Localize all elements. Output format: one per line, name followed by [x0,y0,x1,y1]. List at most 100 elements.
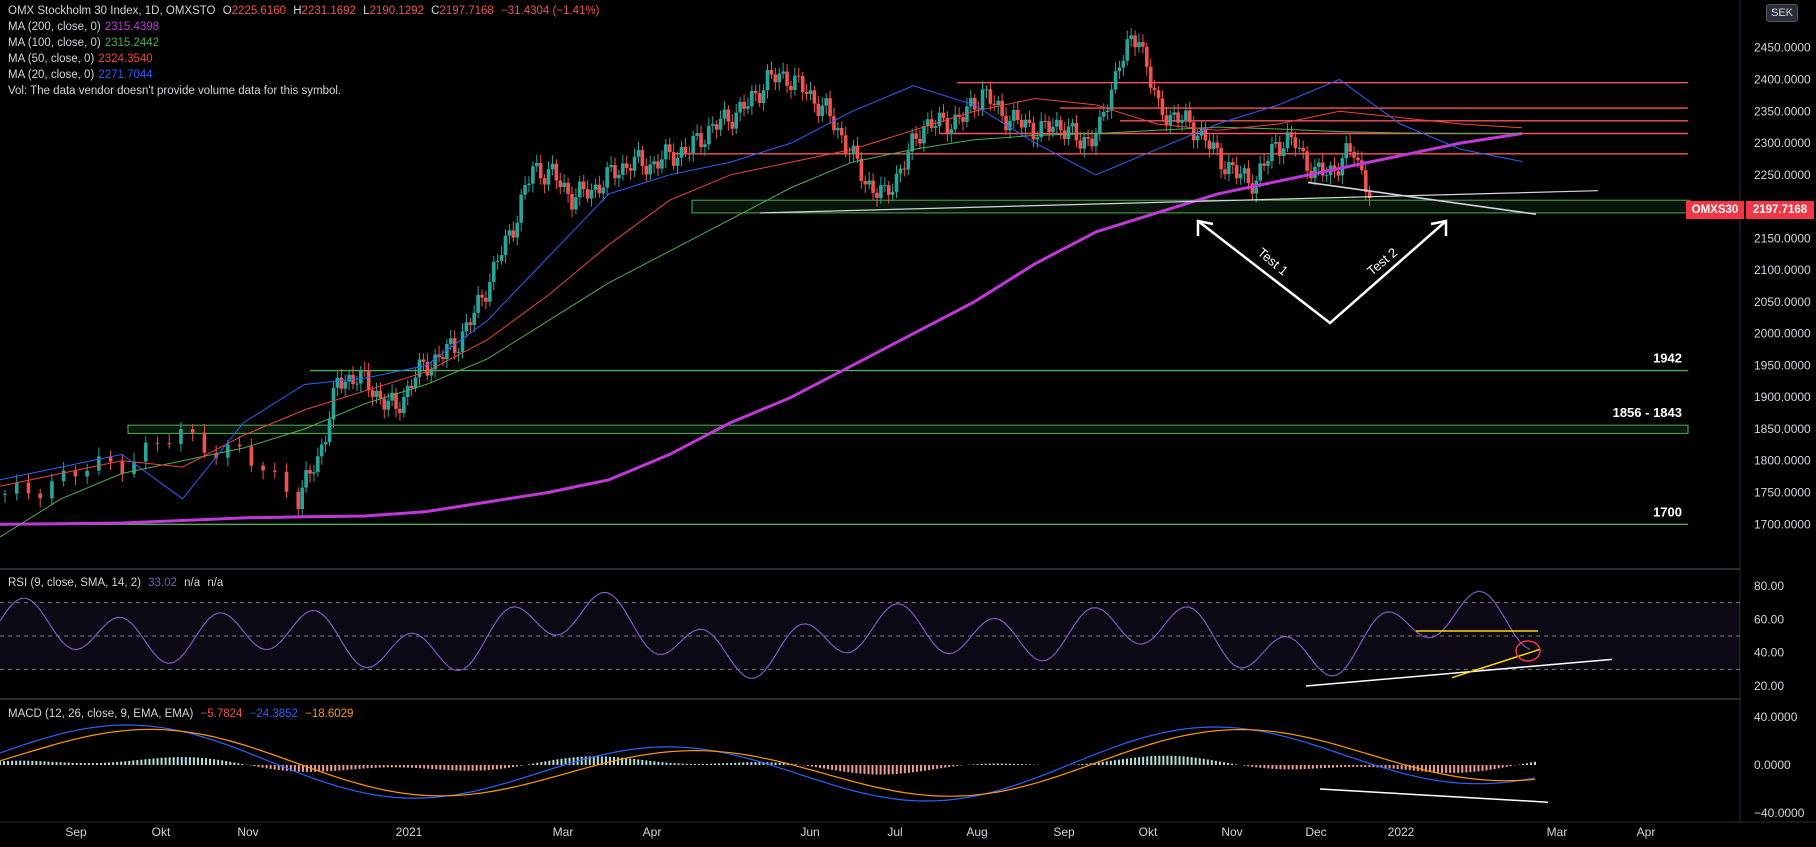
candle-body [640,150,645,166]
candle-body [718,118,723,130]
macd-legend: MACD (12, 26, close, 9, EMA, EMA) −5.782… [8,706,353,722]
macd-tick-label: −40.0000 [1754,806,1805,820]
candle-body [1125,39,1130,61]
candle-body [249,446,254,466]
y-tick-label: 1700.0000 [1754,517,1811,531]
candle-body [667,144,672,153]
moving-average-line [0,126,1522,538]
candle-body [468,322,473,325]
x-tick-label: Mar [553,825,574,839]
candle-body [734,112,739,129]
candle-body [1227,162,1231,175]
candle-body [933,126,938,128]
candle-body [1160,98,1165,116]
candle-body [839,127,844,136]
candle-body [820,105,825,116]
candle-body [632,156,637,171]
rsi-line [0,590,1531,679]
candle-body [1156,90,1161,99]
candle-body [359,370,363,384]
candle-body [448,338,453,344]
candle-body [1242,168,1247,174]
candle-body [566,182,570,194]
candle-body [452,338,457,353]
candle-body [296,491,301,509]
candle-body [1094,133,1098,147]
y-tick-label: 1750.0000 [1754,486,1811,500]
candle-body [636,150,641,157]
candle-body [1168,114,1173,126]
candle-body [863,180,868,185]
macd-label: MACD (12, 26, close, 9, EMA, EMA) [8,708,194,720]
test2-label: Test 2 [1364,245,1400,279]
ma200-label: MA (200, close, 0) [8,21,101,33]
y-tick-label: 2450.0000 [1754,41,1811,55]
candle-body [507,230,512,236]
volume-note: Vol: The data vendor doesn't provide vol… [8,85,342,97]
candle-body [761,90,766,103]
x-tick-label: Jul [887,825,902,839]
candle-body [476,294,480,313]
rsi-na-2: n/a [207,577,224,589]
candle-body [843,135,848,154]
candle-body [1270,143,1274,161]
candle-body [941,112,946,118]
candle-body [890,191,895,195]
candle-body [1008,120,1012,131]
candle-body [1203,129,1208,141]
candle-body [656,161,660,169]
candle-body [660,159,664,169]
candle-body [898,168,903,174]
candle-body [1004,115,1008,131]
candle-body [769,70,774,75]
candle-body [1199,129,1204,136]
candle-body [26,482,31,494]
candle-body [687,153,692,155]
candle-body [464,322,469,332]
candle-body [1023,119,1028,128]
currency-button[interactable]: SEK [1765,4,1798,22]
candle-body [1234,165,1239,179]
candle-body [738,101,742,113]
candle-body [378,390,383,399]
candle-body [1297,147,1302,149]
open-label: O [222,5,232,17]
candle-body [38,493,42,499]
candle-body [1211,142,1216,150]
candle-body [574,197,578,210]
candle-body [781,71,785,74]
candle-body [1090,138,1094,147]
y-tick-label: 2150.0000 [1754,231,1811,245]
candle-body [534,163,539,167]
candle-body [644,165,649,175]
candle-body [671,152,676,166]
candle-body [1109,89,1114,111]
candle-body [1191,122,1196,141]
candle-body [617,174,621,179]
candle-body [370,390,375,397]
candle-body [300,487,304,509]
candle-body [1238,173,1243,179]
x-tick-label: Nov [1221,825,1242,839]
x-tick-label: Nov [237,825,258,839]
candle-body [1320,162,1325,176]
candle-body [808,90,813,95]
candle-body [491,261,496,282]
candle-body [405,385,410,397]
candle-body [1176,112,1180,123]
y-tick-label: 1900.0000 [1754,390,1811,404]
price-tag-symbol: OMXS30 [1686,201,1744,219]
candle-body [550,163,555,170]
candle-body [1262,163,1266,166]
candle-body [515,222,520,238]
candle-body [746,106,750,109]
candle-body [992,103,997,106]
test-arrow-lines [1197,220,1447,325]
ma50-value: 2324.3540 [98,53,153,65]
candle-body [495,260,500,262]
trendline [1307,181,1537,215]
candle-body [531,166,535,184]
candle-body [1051,126,1055,133]
level-label: 1942 [1653,351,1682,366]
candle-body [472,312,477,325]
